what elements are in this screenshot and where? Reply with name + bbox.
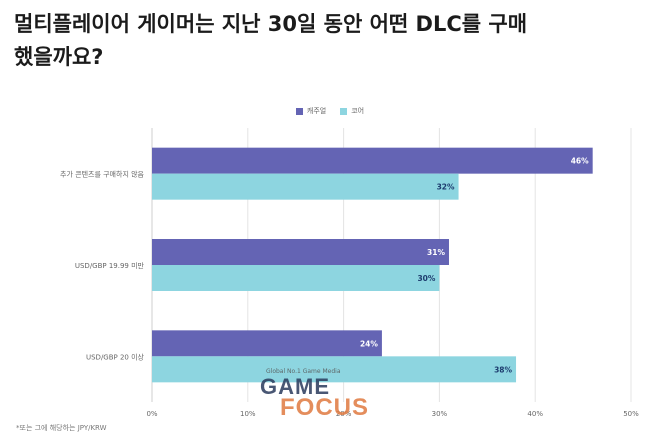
bar-chart: 0% 10% 20% 30% 40% 50% 추가 콘텐츠를 구매하지 않음 46% 32% US…: [60, 128, 639, 418]
watermark-logo: Global No.1 Game Media GAME FOCUS: [258, 368, 408, 424]
data-label-1-0: 32%: [437, 183, 455, 192]
watermark-game: GAME: [260, 374, 330, 399]
legend-label-core: 코어: [351, 107, 365, 115]
x-tick-label-4: 40%: [527, 410, 543, 418]
bar-0-0: [152, 147, 593, 174]
watermark-tagline: Global No.1 Game Media: [266, 368, 341, 375]
x-tick-label-0: 0%: [146, 410, 157, 418]
chart-title: 멀티플레이어 게이머는 지난 30일 동안 어떤 DLC를 구매했을까요?: [14, 12, 528, 69]
legend-swatch-casual: [295, 107, 303, 115]
x-tick-label-2: 20%: [336, 410, 352, 418]
data-label-0-0: 46%: [571, 157, 589, 166]
bar-1-1: [152, 265, 440, 291]
data-label-0-1: 31%: [427, 248, 445, 257]
x-tick-label-1: 10%: [240, 410, 256, 418]
category-label-2: USD/GBP 20 이상: [86, 352, 145, 361]
category-label-0: 추가 콘텐츠를 구매하지 않음: [60, 170, 145, 179]
bar-0-1: [152, 239, 449, 265]
legend-item-casual: 캐주얼: [295, 106, 327, 116]
data-label-0-2: 24%: [360, 339, 378, 348]
legend-item-core: 코어: [340, 106, 364, 116]
legend-label-casual: 캐주얼: [306, 107, 327, 115]
bar-1-0: [152, 173, 459, 200]
bar-1-2: [152, 356, 517, 383]
data-label-1-1: 30%: [417, 274, 435, 283]
chart-legend: 캐주얼 코어: [0, 104, 660, 118]
footnote: *또는 그에 해당하는 JPY/KRW: [16, 424, 107, 432]
x-tick-label-3: 30%: [432, 410, 448, 418]
watermark-focus: FOCUS: [280, 394, 369, 421]
category-label-1: USD/GBP 19.99 미만: [75, 261, 145, 270]
bar-0-2: [152, 330, 382, 357]
legend-swatch-core: [340, 107, 348, 115]
data-label-1-2: 38%: [494, 365, 512, 374]
x-tick-label-5: 50%: [623, 410, 639, 418]
